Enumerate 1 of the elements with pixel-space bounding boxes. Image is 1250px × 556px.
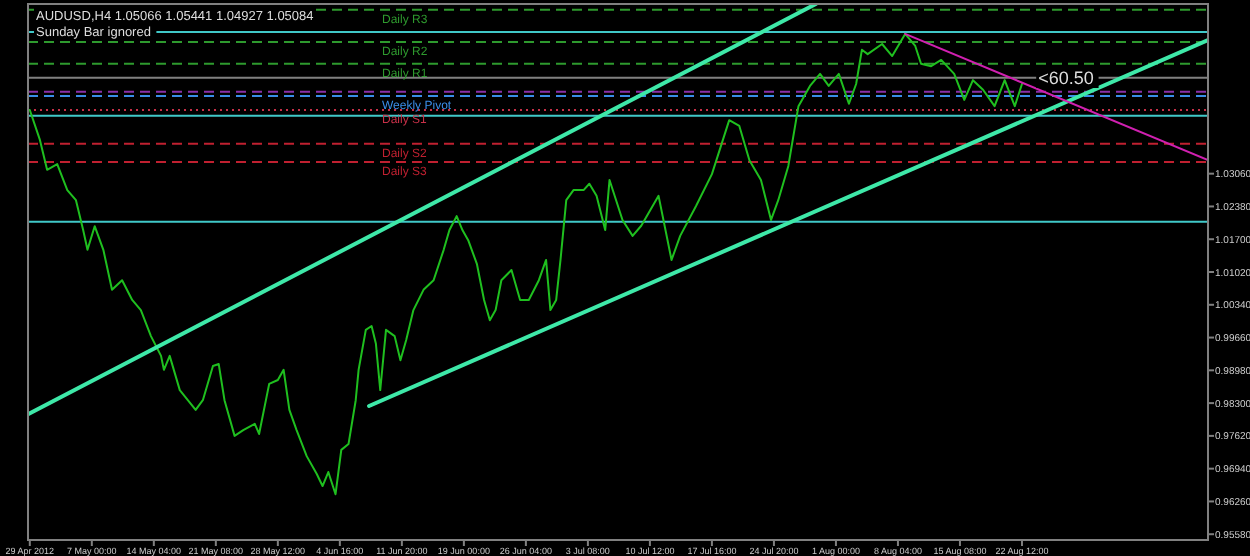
- annotation: <60.50: [1038, 68, 1094, 89]
